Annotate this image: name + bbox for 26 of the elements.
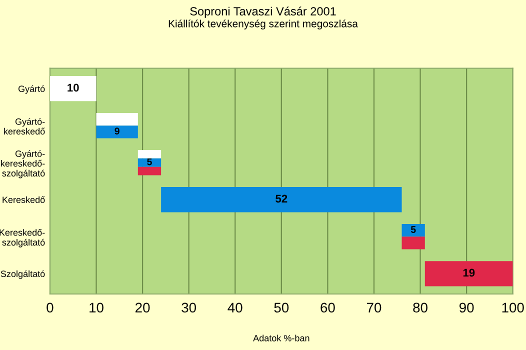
x-tick-label: 30 [182,302,196,313]
x-tick-label: 20 [136,302,150,313]
x-tick-label: 0 [46,302,54,313]
data-label: 9 [114,128,120,135]
data-label: 52 [276,194,288,203]
x-tick-label: 50 [274,302,289,313]
x-axis-title: Adatok %-ban [253,334,310,342]
y-tick-label: Gyártó [18,85,45,94]
data-label: 5 [147,158,152,166]
x-tick-label: 100 [502,302,524,313]
chart-subtitle: Kiállítók tevékenység szerint megoszlása [168,20,358,30]
y-tick-label: Gyártó- kereskedő- szolgáltató [1,150,45,178]
chart-title: Soproni Tavaszi Vásár 2001 [190,6,336,18]
data-label: 19 [463,268,475,277]
y-tick-label: Kereskedő [2,196,45,203]
data-label: 10 [68,84,79,92]
y-tick-label: Kereskedő- szolgáltató [0,229,45,248]
x-tick-label: 10 [90,302,104,313]
y-tick-label: Szolgáltató [0,270,45,279]
x-tick-label: 80 [413,302,428,313]
x-tick-label: 40 [228,302,242,313]
y-tick-label: Gyártó- kereskedő [4,118,45,135]
data-label: 5 [410,226,416,233]
x-tick-label: 70 [366,302,382,313]
x-tick-label: 60 [320,302,335,313]
x-tick-label: 90 [459,302,474,313]
